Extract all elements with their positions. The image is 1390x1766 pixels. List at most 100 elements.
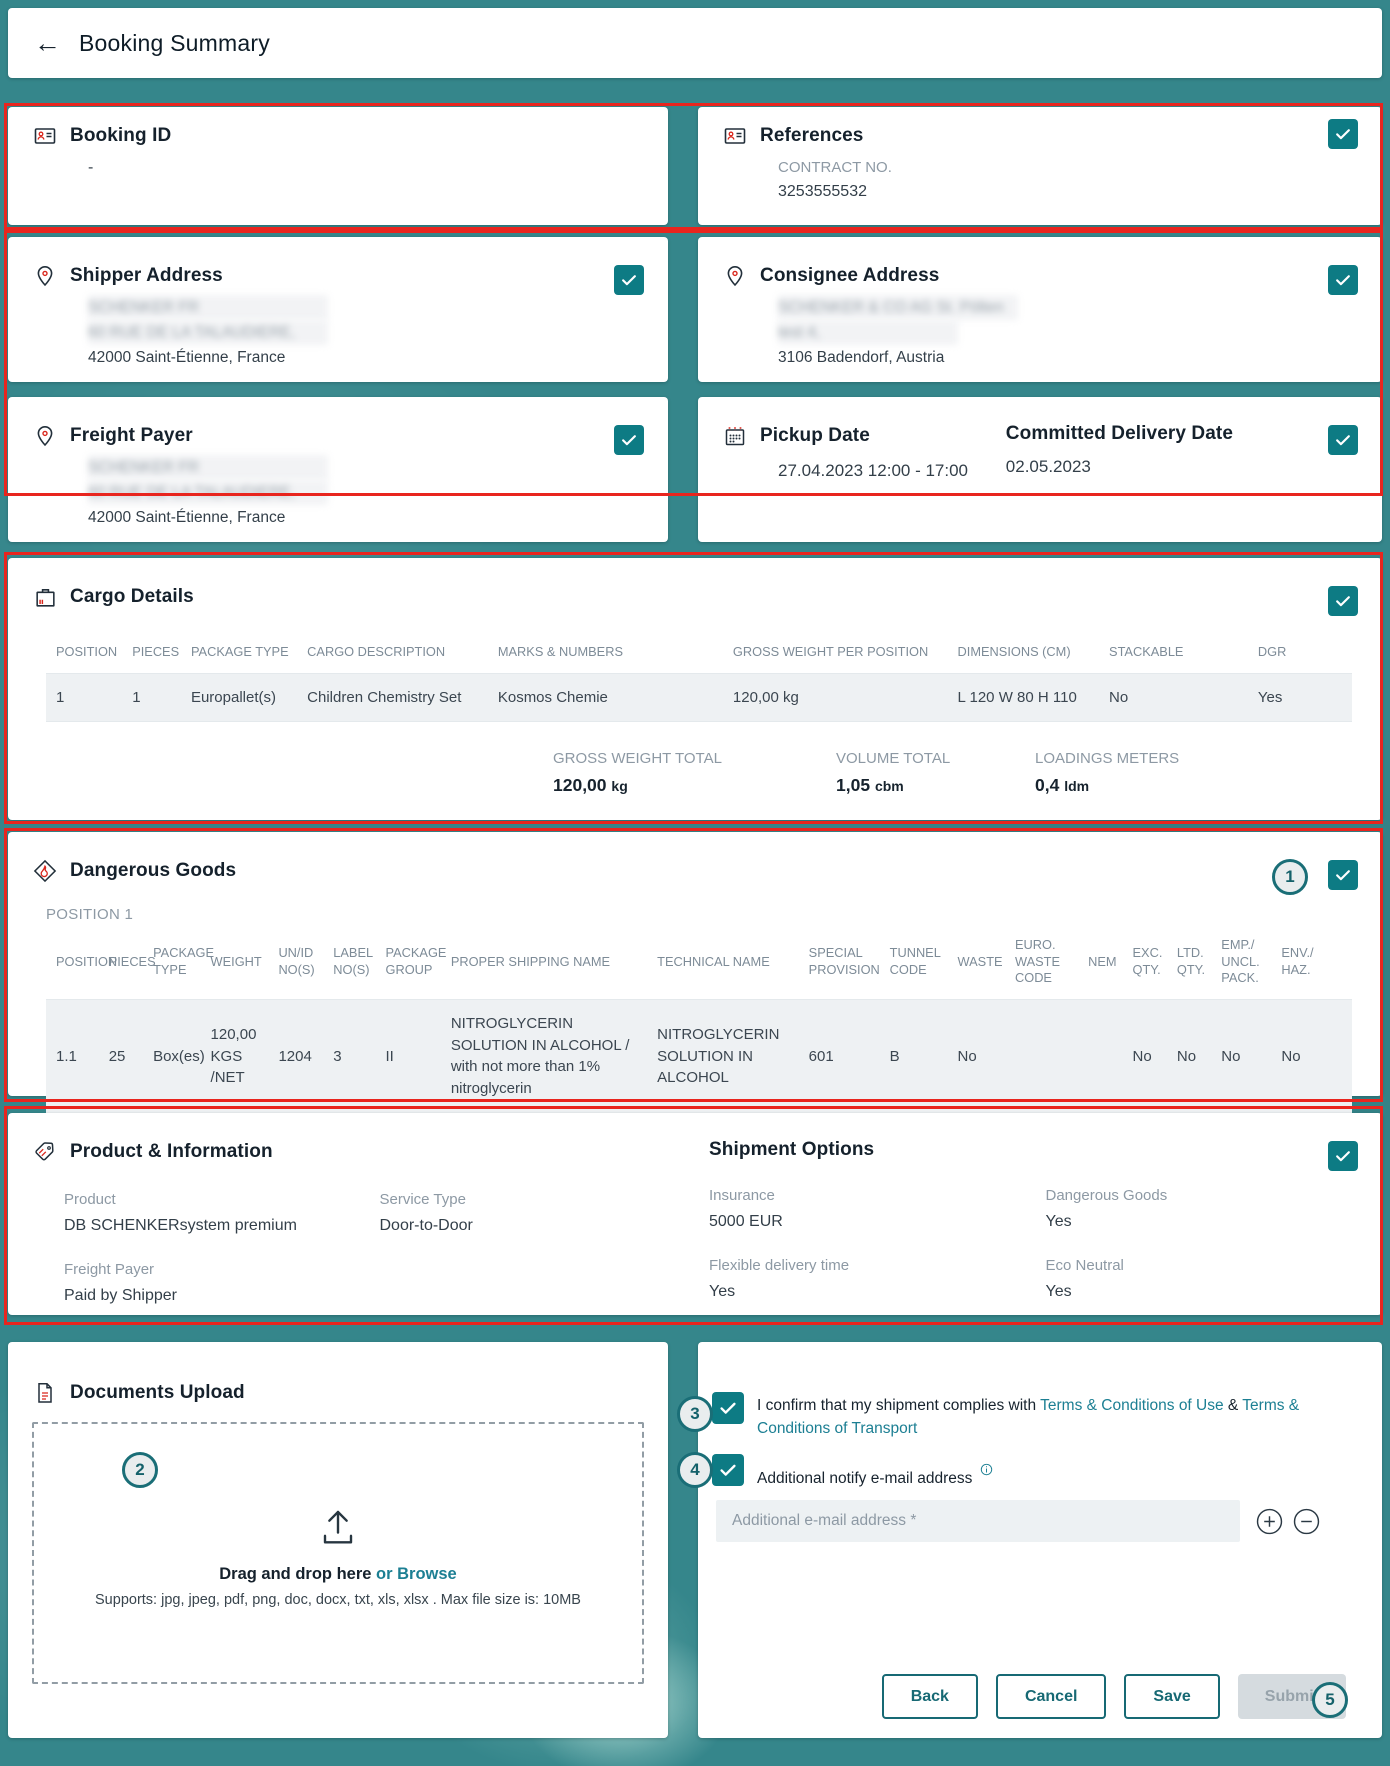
freight-payer-name-redacted: SCHENKER FR	[88, 455, 328, 480]
browse-link[interactable]: or Browse	[376, 1564, 457, 1583]
table-header-row: POSITION PIECES PACKAGE TYPE CARGO DESCRIPT…	[46, 638, 1352, 673]
product-information-title: Product & Information	[70, 1141, 273, 1162]
table-cell: Europallet(s)	[190, 672, 308, 723]
pickup-date-card: Pickup Date 27.04.2023 12:00 - 17:00 Com…	[698, 397, 1382, 542]
terms-of-use-link[interactable]: Terms & Conditions of Use	[1040, 1397, 1224, 1414]
contract-no-label: CONTRACT NO.	[778, 159, 892, 176]
dangerous-goods-option-label: Dangerous Goods	[1045, 1187, 1168, 1204]
table-cell: NITROGLYCERIN SOLUTION IN ALCOHOL	[657, 998, 809, 1114]
table-cell	[1015, 998, 1089, 1114]
table-cell: 601	[808, 998, 890, 1114]
freight-payer-field-value: Paid by Shipper	[64, 1287, 177, 1304]
table-cell: NITROGLYCERIN SOLUTION IN ALCOHOL / with…	[450, 998, 658, 1114]
booking-id-title: Booking ID	[70, 125, 172, 146]
freight-payer-checkbox[interactable]	[614, 425, 644, 455]
consignee-street-redacted: test 4,	[778, 320, 958, 345]
shipper-name-redacted: SCHENKER FR	[88, 295, 328, 320]
shipper-address-card: Shipper Address SCHENKER FR 60 RUE DE LA…	[8, 237, 668, 382]
header-bar: ← Booking Summary	[8, 8, 1382, 78]
service-type-label: Service Type	[379, 1191, 466, 1208]
table-cell: 1.1	[46, 998, 109, 1114]
gross-weight-total-unit: kg	[611, 778, 628, 794]
flexible-delivery-value: Yes	[709, 1283, 736, 1300]
notify-email-checkbox[interactable]	[712, 1454, 744, 1486]
freight-payer-field-label: Freight Payer	[64, 1261, 155, 1278]
add-email-button[interactable]	[1256, 1508, 1283, 1535]
insurance-label: Insurance	[709, 1187, 775, 1204]
table-row: 1 1 Europallet(s) Children Chemistry Set Kos…	[46, 672, 1352, 723]
dangerous-goods-checkbox[interactable]	[1328, 860, 1358, 890]
references-checkbox[interactable]	[1328, 119, 1358, 149]
column-header: PACKAGE GROUP	[385, 945, 447, 977]
loading-meters-value: 0,4	[1035, 775, 1060, 795]
table-cell: 120,00 KGS /NET	[210, 998, 279, 1114]
submit-button[interactable]: Submit	[1237, 1674, 1346, 1719]
column-header: PROPER SHIPPING NAME	[450, 953, 611, 969]
column-header: LTD. QTY.	[1176, 945, 1206, 977]
column-header: CARGO DESCRIPTION	[307, 644, 446, 659]
gross-weight-total-label: GROSS WEIGHT TOTAL	[553, 750, 722, 767]
insurance-value: 5000 EUR	[709, 1213, 783, 1230]
product-information-checkbox[interactable]	[1328, 1141, 1358, 1171]
references-title: References	[760, 125, 864, 146]
gross-weight-total-value: 120,00	[553, 775, 607, 795]
table-cell: No	[1132, 998, 1177, 1114]
committed-delivery-title: Committed Delivery Date	[1005, 423, 1233, 444]
location-pin-icon	[32, 423, 58, 449]
column-header: GROSS WEIGHT PER POSITION	[732, 644, 929, 659]
cancel-button[interactable]: Cancel	[995, 1674, 1107, 1719]
shipper-address-checkbox[interactable]	[614, 265, 644, 295]
table-row: 1.1 25 Box(es) 120,00 KGS /NET 1204 3 II NITROG…	[46, 998, 1352, 1114]
document-icon	[32, 1380, 58, 1406]
shipment-options-title: Shipment Options	[709, 1139, 875, 1160]
additional-email-input[interactable]	[716, 1500, 1240, 1542]
pickup-date-title: Pickup Date	[760, 425, 870, 446]
column-header: MARKS & NUMBERS	[497, 644, 623, 659]
terms-of-transport-link[interactable]: Terms & Conditions of Transport	[757, 1397, 1300, 1437]
volume-total-unit: cbm	[874, 778, 904, 794]
notify-email-label: Additional notify e-mail address	[757, 1470, 973, 1487]
column-header: POSITION	[56, 953, 118, 969]
shipper-street-redacted: 60 RUE DE LA TALAUDIERE,	[88, 320, 328, 345]
save-button[interactable]: Save	[1124, 1674, 1220, 1719]
page-title: Booking Summary	[79, 29, 270, 56]
freight-payer-title: Freight Payer	[70, 425, 193, 446]
table-cell: No	[1281, 998, 1352, 1114]
terms-checkbox[interactable]	[712, 1392, 744, 1424]
column-header: TECHNICAL NAME	[657, 953, 770, 969]
table-cell	[1088, 998, 1133, 1114]
file-dropzone[interactable]: Drag and drop here or Browse Supports: j…	[32, 1422, 644, 1684]
terms-middle: &	[1223, 1397, 1243, 1414]
back-button[interactable]: Back	[881, 1674, 978, 1719]
table-cell: Box(es)	[153, 998, 211, 1114]
column-header: ENV./ HAZ.	[1281, 945, 1314, 977]
loading-meters-label: LOADINGS METERS	[1035, 750, 1180, 767]
dangerous-goods-card: Dangerous Goods POSITION 1 POSITION PIECE…	[8, 832, 1382, 1114]
pickup-date-checkbox[interactable]	[1328, 425, 1358, 455]
flexible-delivery-label: Flexible delivery time	[709, 1257, 850, 1274]
table-header-row: POSITION PIECES PACKAGE TYPE WEIGHT UN/ID NO…	[46, 931, 1352, 999]
column-header: PACKAGE TYPE	[190, 644, 289, 659]
id-card-icon	[32, 123, 58, 149]
column-header: STACKABLE	[1109, 644, 1184, 659]
pickup-date-value: 27.04.2023 12:00 - 17:00	[778, 461, 968, 480]
confirmation-card: I confirm that my shipment complies with…	[698, 1342, 1382, 1738]
service-type-value: Door-to-Door	[379, 1217, 473, 1234]
table-cell: Kosmos Chemie	[497, 672, 733, 723]
back-arrow-icon[interactable]: ←	[34, 27, 61, 58]
drag-drop-text: Drag and drop here	[219, 1564, 372, 1583]
table-cell: No	[1176, 998, 1222, 1114]
info-icon[interactable]	[980, 1460, 993, 1483]
remove-email-button[interactable]	[1293, 1508, 1320, 1535]
consignee-address-checkbox[interactable]	[1328, 265, 1358, 295]
cargo-details-card: Cargo Details POSITION PIECES PACKAGE TYPE…	[8, 558, 1382, 820]
table-cell: L 120 W 80 H 110	[957, 672, 1110, 723]
column-header: POSITION	[56, 644, 118, 659]
dg-position-label: POSITION 1	[46, 906, 134, 923]
freight-payer-city-line: 42000 Saint-Étienne, France	[88, 509, 286, 526]
column-header: TUNNEL CODE	[889, 945, 941, 977]
column-header: PACKAGE TYPE	[153, 945, 215, 977]
cargo-details-table: POSITION PIECES PACKAGE TYPE CARGO DESCRIPT…	[46, 638, 1352, 723]
shipper-city-line: 42000 Saint-Étienne, France	[88, 349, 286, 366]
cargo-details-checkbox[interactable]	[1328, 586, 1358, 616]
